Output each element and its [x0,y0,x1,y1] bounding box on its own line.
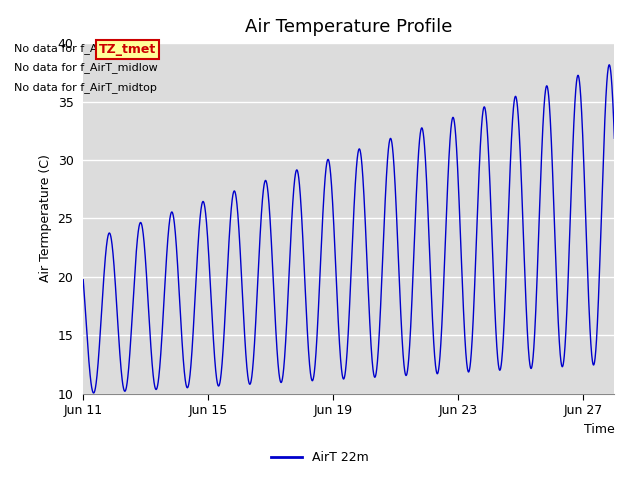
Legend: AirT 22m: AirT 22m [266,446,374,469]
Y-axis label: Air Termperature (C): Air Termperature (C) [39,155,52,282]
Text: TZ_tmet: TZ_tmet [99,43,156,56]
Text: No data for f_AirT_midtop: No data for f_AirT_midtop [14,82,157,93]
Text: No data for f_AirT_low: No data for f_AirT_low [14,43,137,54]
Text: No data for f_AirT_midlow: No data for f_AirT_midlow [14,62,158,73]
X-axis label: Time: Time [584,422,614,435]
Title: Air Temperature Profile: Air Temperature Profile [245,18,452,36]
